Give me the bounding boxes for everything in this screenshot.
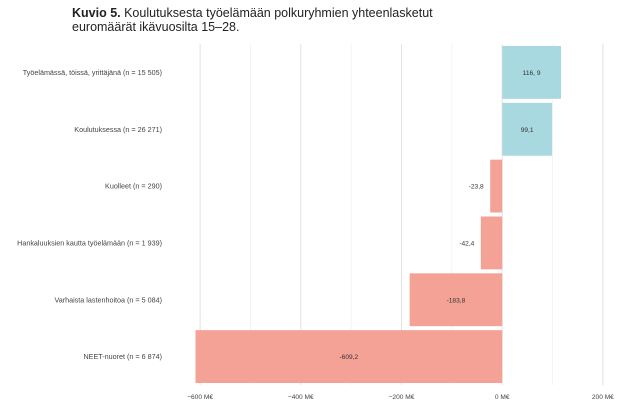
value-label: -183,8 <box>447 297 466 304</box>
category-label: Työelämässä, töissä, yrittäjänä (n = 15 … <box>23 68 162 77</box>
bar <box>195 330 503 384</box>
title-bold: Kuvio 5. <box>72 6 121 20</box>
bar <box>480 216 503 270</box>
chart-title: Kuvio 5. Koulutuksesta työelämään polkur… <box>72 6 433 34</box>
value-label: 116, 9 <box>523 70 541 77</box>
grid-lines <box>199 44 604 385</box>
bars <box>195 45 562 384</box>
bar <box>502 102 553 156</box>
category-label: NEET-nuoret (n = 6 874) <box>83 352 162 361</box>
value-label: -23,8 <box>469 184 484 191</box>
bar <box>502 45 562 99</box>
category-label: Koulutuksessa (n = 26 271) <box>74 125 162 134</box>
x-tick-label: 0 M€ <box>495 394 510 401</box>
category-label: Kuolleet (n = 290) <box>105 182 162 191</box>
value-labels: 116, 9 99,1 -23,8 -42,4 -183,8 -609,2 <box>339 70 540 361</box>
value-label: -609,2 <box>339 354 358 361</box>
value-label: -42,4 <box>459 240 474 247</box>
x-tick-label: −600 M€ <box>187 394 213 401</box>
x-tick-label: −200 M€ <box>389 394 415 401</box>
category-label: Hankaluuksien kautta työelämään (n = 1 9… <box>17 238 162 247</box>
x-tick-label: 200 M€ <box>592 394 614 401</box>
category-label: Varhaista lastenhoitoa (n = 5 084) <box>54 295 162 304</box>
value-label: 99,1 <box>521 127 534 134</box>
category-labels: Työelämässä, töissä, yrittäjänä (n = 15 … <box>17 68 162 361</box>
x-tick-label: −400 M€ <box>288 394 314 401</box>
bar <box>490 159 503 213</box>
x-axis-ticks: −600 M€ −400 M€ −200 M€ 0 M€ 200 M€ <box>187 394 614 401</box>
bar <box>409 273 503 327</box>
title-line2: euromäärät ikävuosilta 15–28. <box>72 20 240 34</box>
title-line1: Koulutuksesta työelämään polkuryhmien yh… <box>120 6 433 20</box>
